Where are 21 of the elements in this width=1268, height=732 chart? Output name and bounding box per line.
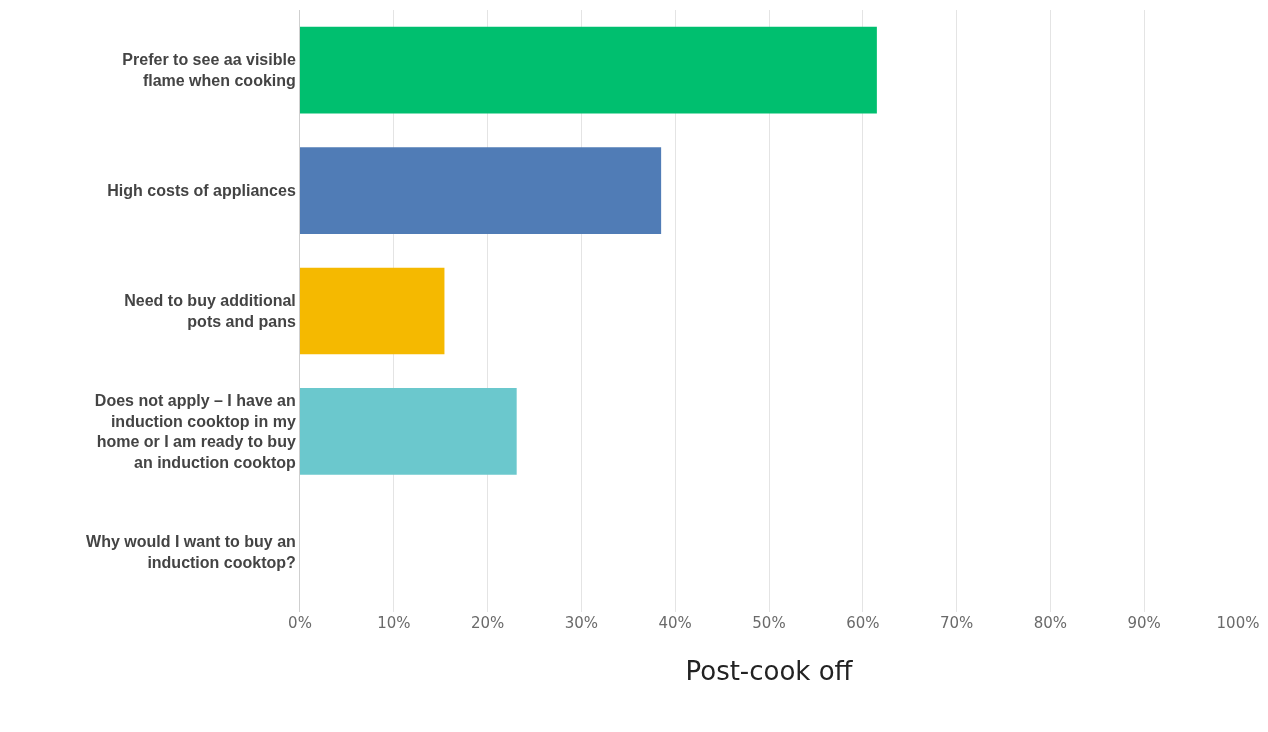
bar [300, 26, 877, 114]
x-tick-label: 80% [1033, 614, 1068, 632]
x-axis-title: Post-cook off [685, 655, 854, 686]
y-tick-label: High costs of appliances [107, 182, 296, 200]
x-tick-label: 20% [470, 614, 505, 632]
y-tick-label: Why would I want to buy an induction cooktop? [86, 533, 296, 571]
x-tick-label: 50% [752, 614, 786, 632]
x-tick-label: 70% [939, 614, 974, 632]
bar [300, 147, 662, 234]
y-tick-label: Prefer to see aa visible flame when cooking [122, 51, 296, 90]
x-tick-label: 60% [846, 614, 880, 632]
x-tick-label: 100% [1216, 614, 1260, 632]
x-tick-label: 90% [1127, 614, 1161, 632]
y-tick-label: Does not apply – I have an induction cooktop in my home or I am ready to buy an induction cooktop [94, 391, 297, 472]
bar [300, 388, 517, 475]
x-tick-label: 30% [564, 614, 599, 632]
x-tick-label: 10% [377, 614, 411, 632]
y-tick-label: Need to buy additional pots and pans [124, 292, 296, 330]
x-tick-label: 0% [288, 614, 312, 632]
x-tick-label: 40% [658, 614, 692, 632]
bar [300, 267, 445, 355]
